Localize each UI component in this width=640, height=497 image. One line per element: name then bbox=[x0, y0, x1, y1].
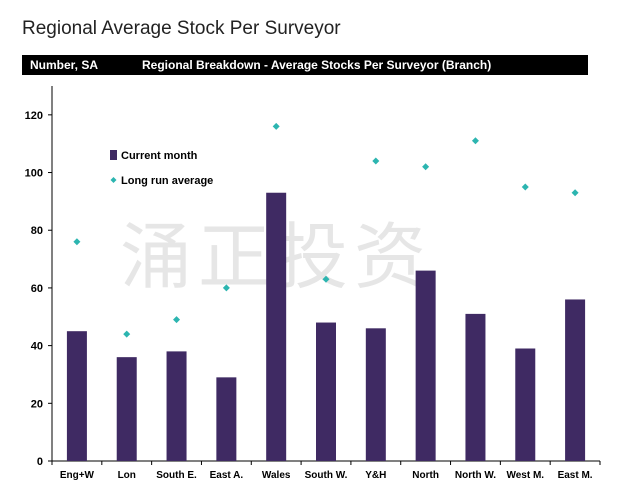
x-tick-label: Lon bbox=[118, 470, 136, 481]
y-tick-label: 0 bbox=[37, 456, 43, 468]
page-title: Regional Average Stock Per Surveyor bbox=[22, 18, 341, 39]
bar bbox=[266, 192, 287, 461]
marker bbox=[471, 137, 479, 145]
marker bbox=[422, 163, 430, 171]
x-tick-label: South E. bbox=[156, 470, 197, 481]
y-tick-label: 120 bbox=[25, 110, 43, 122]
y-tick-label: 20 bbox=[31, 398, 43, 410]
marker bbox=[322, 275, 330, 283]
legend-swatch-average bbox=[110, 177, 117, 183]
bar bbox=[365, 328, 386, 461]
marker bbox=[222, 284, 230, 292]
x-tick-label: North W. bbox=[455, 470, 496, 481]
y-tick-label: 100 bbox=[25, 168, 43, 180]
marker bbox=[123, 330, 131, 338]
legend-swatch-current bbox=[110, 150, 117, 160]
x-tick-label: South W. bbox=[305, 470, 348, 481]
units-label: Number, SA bbox=[30, 58, 99, 72]
bar bbox=[216, 377, 237, 461]
bar bbox=[515, 348, 536, 461]
marker bbox=[571, 189, 579, 197]
bar bbox=[465, 313, 486, 461]
y-tick-label: 80 bbox=[31, 225, 43, 237]
bar bbox=[116, 357, 137, 461]
marker bbox=[372, 157, 380, 165]
chart-header-bar: Number, SA Regional Breakdown - Average … bbox=[22, 55, 588, 75]
bar bbox=[415, 270, 436, 461]
marker bbox=[73, 238, 81, 246]
bar bbox=[66, 331, 87, 461]
legend-label-average: Long run average bbox=[121, 175, 213, 187]
x-tick-label: Y&H bbox=[365, 470, 386, 481]
bar bbox=[565, 299, 586, 461]
x-tick-label: Wales bbox=[262, 470, 291, 481]
y-tick-label: 60 bbox=[31, 283, 43, 295]
marker bbox=[173, 316, 181, 324]
marker bbox=[272, 122, 280, 130]
chart-title: Regional Breakdown - Average Stocks Per … bbox=[142, 58, 492, 72]
bar bbox=[316, 322, 336, 461]
x-tick-label: West M. bbox=[506, 470, 544, 481]
x-tick-label: North bbox=[412, 470, 439, 481]
x-tick-label: Eng+W bbox=[60, 470, 95, 481]
y-tick-label: 40 bbox=[31, 341, 43, 353]
legend-label-current: Current month bbox=[121, 150, 198, 162]
bar bbox=[166, 351, 187, 461]
marker bbox=[521, 183, 529, 191]
x-tick-label: East M. bbox=[558, 470, 593, 481]
x-tick-label: East A. bbox=[210, 470, 244, 481]
